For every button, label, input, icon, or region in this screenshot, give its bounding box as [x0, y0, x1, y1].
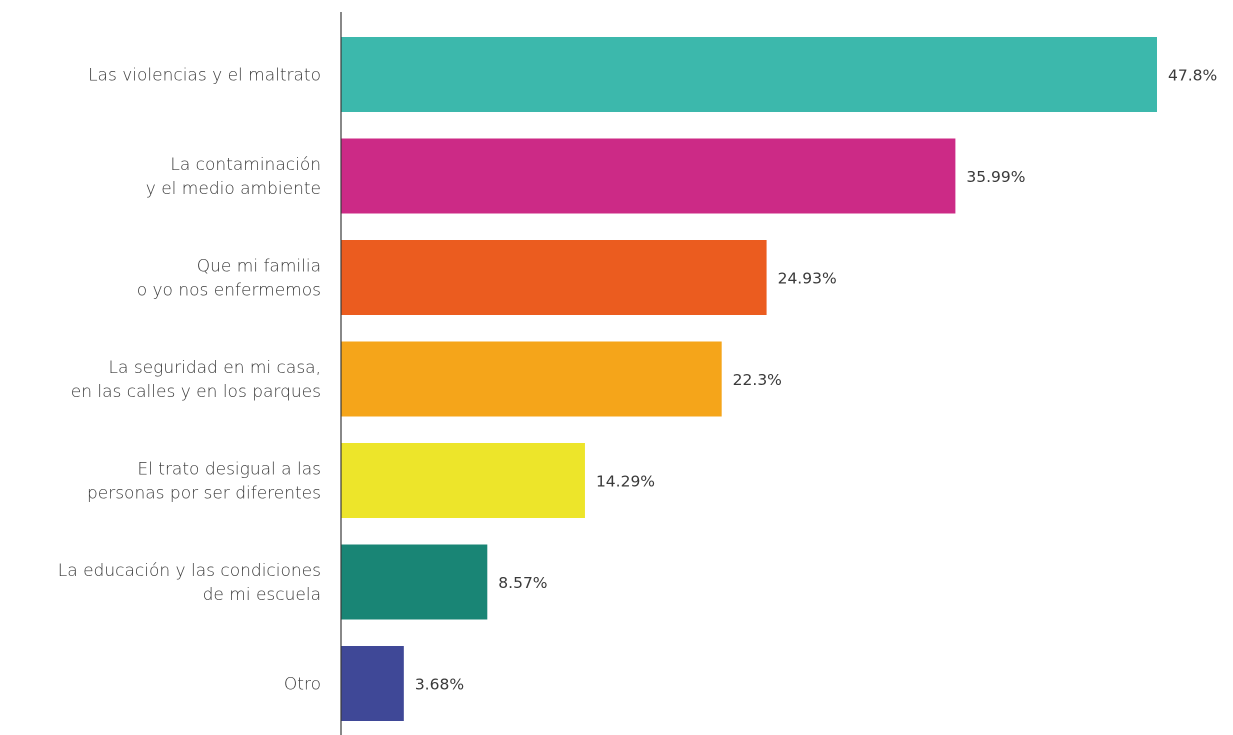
- category-label-line: El trato desigual a las: [137, 460, 321, 480]
- category-label-line: personas por ser diferentes: [87, 484, 321, 504]
- bar-4: [341, 341, 722, 417]
- category-label-2: La contaminación y el medio ambiente: [146, 155, 321, 199]
- category-label-7: Otro: [284, 675, 321, 695]
- bar-6: [341, 544, 488, 620]
- value-label-3: 24.93%: [778, 270, 837, 288]
- bar-3: [341, 240, 767, 315]
- category-label-4: La seguridad en mi casa, en las calles y …: [71, 358, 321, 402]
- value-label-2: 35.99%: [966, 168, 1025, 186]
- value-label-7: 3.68%: [415, 676, 464, 694]
- value-label-5: 14.29%: [596, 473, 655, 491]
- category-label-line: en las calles y en los parques: [71, 382, 321, 402]
- category-label-line: y el medio ambiente: [146, 179, 321, 199]
- bars-layer: [341, 37, 1157, 721]
- value-label-4: 22.3%: [733, 371, 782, 389]
- value-label-1: 47.8%: [1168, 67, 1217, 85]
- value-labels: 47.8% 35.99% 24.93% 22.3% 14.29% 8.57% 3.68%: [415, 67, 1217, 694]
- value-label-6: 8.57%: [498, 574, 547, 592]
- bar-7: [341, 646, 404, 721]
- category-label-line: Que mi familia: [197, 257, 321, 277]
- category-labels: Las violencias y el maltrato La contamina…: [58, 66, 321, 695]
- category-label-line: La educación y las condiciones: [58, 561, 321, 581]
- category-label-line: o yo nos enfermemos: [137, 281, 321, 301]
- category-label-3: Que mi familia o yo nos enfermemos: [137, 257, 321, 301]
- category-label-5: El trato desigual a las personas por ser …: [87, 460, 321, 504]
- category-label-line: La seguridad en mi casa,: [109, 358, 321, 378]
- bar-5: [341, 443, 585, 518]
- category-label-line: Las violencias y el maltrato: [88, 66, 321, 86]
- bar-1: [341, 37, 1157, 112]
- category-label-6: La educación y las condiciones de mi escu…: [58, 561, 321, 605]
- bar-2: [341, 138, 956, 214]
- category-label-line: La contaminación: [170, 155, 321, 175]
- category-label-line: Otro: [284, 675, 321, 695]
- category-label-line: de mi escuela: [203, 585, 321, 605]
- category-label-1: Las violencias y el maltrato: [88, 66, 321, 86]
